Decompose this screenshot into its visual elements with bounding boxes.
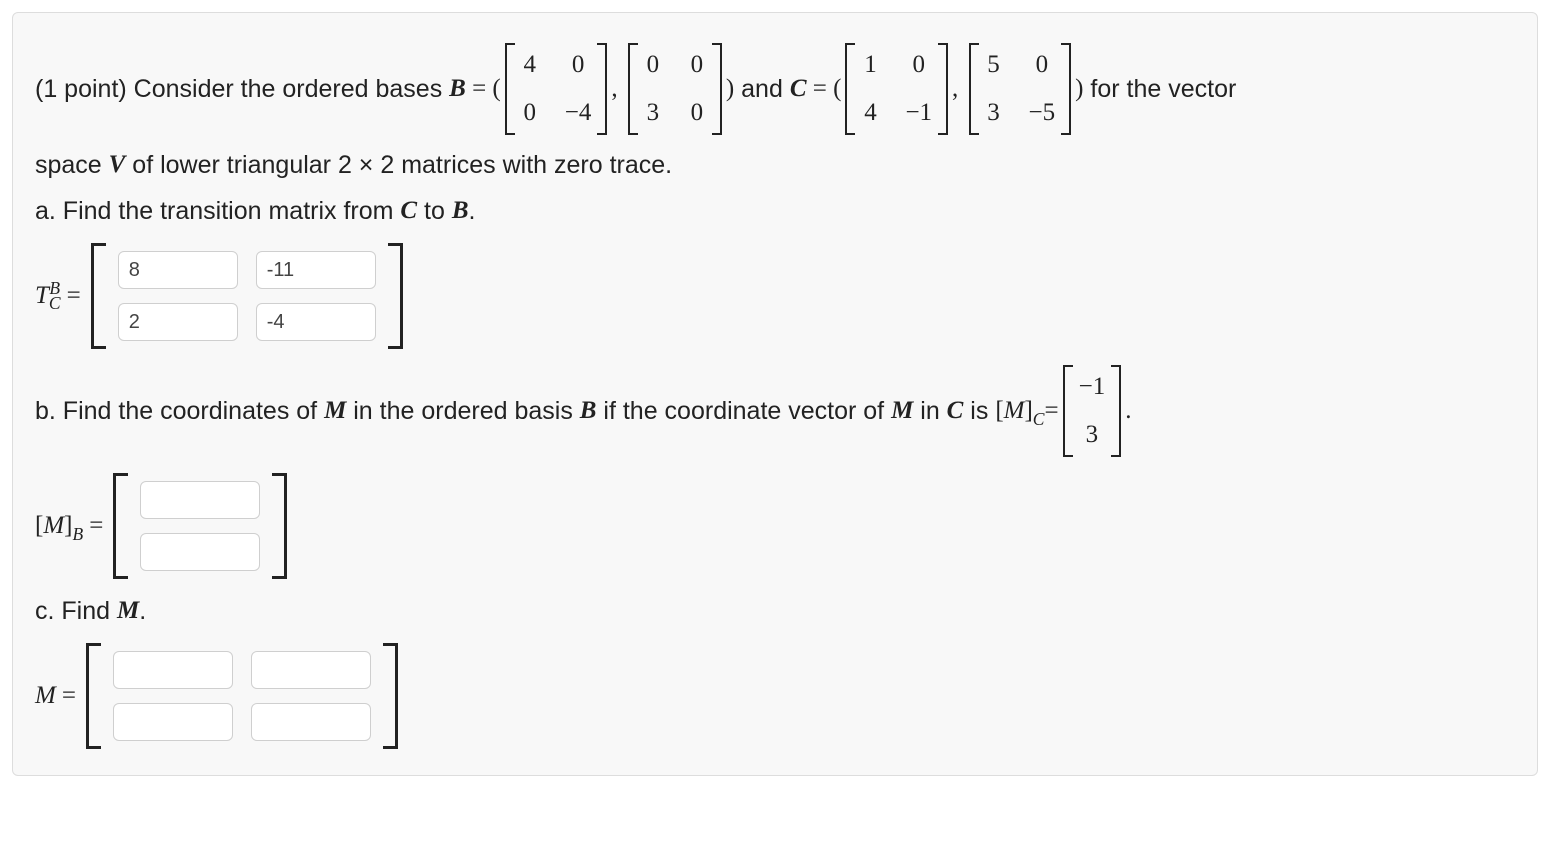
and-text: and: [734, 69, 790, 109]
part-a-answer: T B C =: [35, 237, 1515, 355]
coord-vector: −1 3: [1063, 361, 1122, 461]
part-b-mid3: in: [913, 391, 946, 431]
t-input-1-1[interactable]: [256, 303, 376, 341]
matrix-B2: 0 0 3 0: [628, 39, 722, 139]
points-label: (1 point): [35, 69, 134, 109]
m-input-0-0[interactable]: [113, 651, 233, 689]
part-c-answer: M =: [35, 637, 1515, 755]
part-b-mid2: if the coordinate vector of: [596, 391, 891, 431]
part-a-B: B: [452, 191, 469, 231]
part-b-pre: b. Find the coordinates of: [35, 391, 324, 431]
part-b-M-2: M: [891, 391, 913, 431]
part-a-label: a. Find the transition matrix from: [35, 191, 400, 231]
part-a-mid: to: [417, 191, 452, 231]
mb-label: [ M ] B =: [35, 506, 109, 546]
mb-input-vector: [113, 467, 287, 585]
matrix-C1: 1 0 4 −1: [845, 39, 948, 139]
transition-matrix-input: [91, 237, 403, 355]
part-b-B: B: [580, 391, 597, 431]
problem-panel: (1 point) Consider the ordered bases B =…: [12, 12, 1538, 776]
part-a-period: .: [469, 191, 476, 231]
t-input-0-0[interactable]: [118, 251, 238, 289]
space-V: V: [109, 145, 126, 185]
eq-open-1: = (: [466, 69, 501, 109]
part-b-mid4: is: [963, 391, 995, 431]
coord-close: ]: [1024, 391, 1032, 431]
m-label: M =: [35, 676, 82, 716]
part-c-period: .: [139, 591, 146, 631]
coord-M: M: [1004, 391, 1025, 431]
part-b-answer: [ M ] B =: [35, 467, 1515, 585]
mb-input-1[interactable]: [140, 533, 260, 571]
close-paren-2: ): [1075, 69, 1083, 109]
eq-open-2: = (: [807, 69, 842, 109]
intro-line-2: space V of lower triangular 2 × 2 matric…: [35, 145, 1515, 185]
m-input-matrix: [86, 637, 398, 755]
part-c-label: c. Find: [35, 591, 117, 631]
line2-post: of lower triangular 2 × 2 matrices with …: [125, 145, 672, 185]
mb-input-0[interactable]: [140, 481, 260, 519]
matrix-C2: 5 0 3 −5: [969, 39, 1072, 139]
t-input-1-0[interactable]: [118, 303, 238, 341]
part-b-prompt: b. Find the coordinates of M in the orde…: [35, 361, 1515, 461]
part-c-prompt: c. Find M .: [35, 591, 1515, 631]
part-a-C: C: [400, 191, 417, 231]
part-b-mid1: in the ordered basis: [346, 391, 579, 431]
intro-line-1: (1 point) Consider the ordered bases B =…: [35, 39, 1515, 139]
m-input-1-0[interactable]: [113, 703, 233, 741]
basis-B-name: B: [449, 69, 466, 109]
m-input-0-1[interactable]: [251, 651, 371, 689]
part-b-C: C: [947, 391, 964, 431]
part-b-period: .: [1125, 391, 1131, 431]
matrix-B1: 4 0 0 −4: [505, 39, 608, 139]
m-input-1-1[interactable]: [251, 703, 371, 741]
line2-pre: space: [35, 145, 109, 185]
sep-1: ,: [611, 69, 624, 109]
coord-open: [: [995, 391, 1003, 431]
coord-sub: C: [1033, 405, 1045, 433]
transition-matrix-label: T B C =: [35, 276, 87, 316]
part-c-M: M: [117, 591, 139, 631]
part-a-prompt: a. Find the transition matrix from C to …: [35, 191, 1515, 231]
sep-2: ,: [952, 69, 965, 109]
intro-post: for the vector: [1083, 69, 1236, 109]
t-input-0-1[interactable]: [256, 251, 376, 289]
close-paren-1: ): [726, 69, 734, 109]
intro-pre: Consider the ordered bases: [134, 69, 449, 109]
part-b-M-1: M: [324, 391, 346, 431]
basis-C-name: C: [790, 69, 807, 109]
part-b-eq: =: [1044, 391, 1058, 431]
